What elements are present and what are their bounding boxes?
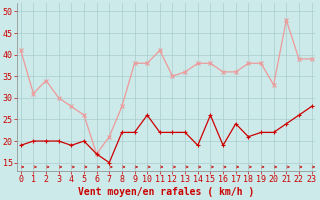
X-axis label: Vent moyen/en rafales ( km/h ): Vent moyen/en rafales ( km/h ) [78,187,254,197]
